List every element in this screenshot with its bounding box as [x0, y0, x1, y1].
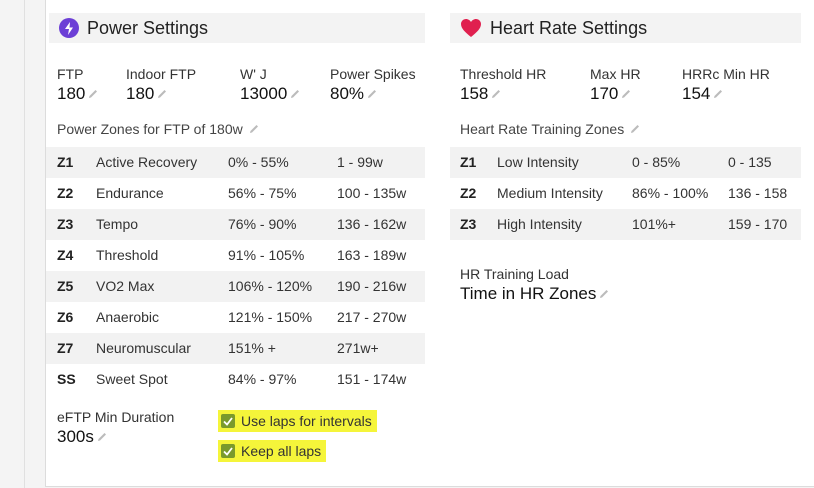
table-row: Z1 Low Intensity 0 - 85% 0 - 135	[450, 147, 801, 178]
heart-rate-zones-table: Z1 Low Intensity 0 - 85% 0 - 135 Z2 Medium I…	[450, 147, 801, 240]
hr-training-load-field[interactable]: HR Training Load Time in HR Zones	[460, 265, 610, 305]
power-settings-title: Power Settings	[87, 17, 209, 38]
settings-card: Power Settings Heart Rate Settings FTP 1…	[45, 0, 814, 487]
ftp-value: 180	[57, 84, 86, 103]
threshold-hr-field[interactable]: Threshold HR 158	[460, 65, 546, 105]
table-row: Z3 Tempo 76% - 90% 136 - 162w	[46, 209, 425, 240]
checkbox-checked-icon[interactable]	[221, 444, 235, 458]
hrrc-min-hr-value: 154	[682, 84, 711, 103]
hr-training-load-label: HR Training Load	[460, 266, 569, 282]
hrrc-min-hr-field[interactable]: HRRc Min HR 154	[682, 65, 770, 105]
w-prime-field[interactable]: W' J 13000	[240, 65, 301, 105]
pencil-icon[interactable]	[156, 88, 168, 100]
indoor-ftp-value: 180	[126, 84, 155, 103]
threshold-hr-value: 158	[460, 84, 489, 103]
table-row: Z6 Anaerobic 121% - 150% 217 - 270w	[57, 309, 407, 325]
checkbox-checked-icon[interactable]	[221, 414, 235, 428]
w-prime-value: 13000	[240, 84, 288, 103]
use-laps-checkbox[interactable]: Use laps for intervals	[218, 410, 377, 432]
max-hr-value: 170	[590, 84, 619, 103]
pencil-icon[interactable]	[96, 431, 108, 443]
hrrc-min-hr-label: HRRc Min HR	[682, 66, 770, 82]
table-row: Z2 Endurance 56% - 75% 100 - 135w	[57, 185, 407, 201]
pencil-icon[interactable]	[248, 123, 260, 135]
table-row: SS Sweet Spot 84% - 97% 151 - 174w	[57, 371, 407, 387]
ftp-label: FTP	[57, 66, 84, 82]
keep-all-laps-label: Keep all laps	[241, 443, 322, 459]
pencil-icon[interactable]	[712, 88, 724, 100]
pencil-icon[interactable]	[366, 88, 378, 100]
eftp-min-duration-label: eFTP Min Duration	[57, 409, 175, 425]
power-zones-title[interactable]: Power Zones for FTP of 180w	[57, 121, 260, 137]
pencil-icon[interactable]	[598, 288, 610, 300]
heart-rate-zones-title[interactable]: Heart Rate Training Zones	[460, 121, 641, 137]
eftp-min-duration-field[interactable]: eFTP Min Duration 300s	[57, 408, 174, 448]
pencil-icon[interactable]	[87, 88, 99, 100]
heart-rate-settings-title: Heart Rate Settings	[490, 17, 648, 38]
table-row: Z1 Active Recovery 0% - 55% 1 - 99w	[46, 147, 425, 178]
hr-training-load-value: Time in HR Zones	[460, 284, 597, 303]
indoor-ftp-field[interactable]: Indoor FTP 180	[126, 65, 196, 105]
power-zones-table: Z1 Active Recovery 0% - 55% 1 - 99w Z2 Endur…	[46, 147, 425, 395]
heart-rate-settings-header: Heart Rate Settings	[450, 13, 801, 43]
indoor-ftp-label: Indoor FTP	[126, 66, 197, 82]
max-hr-label: Max HR	[590, 66, 641, 82]
power-spikes-field[interactable]: Power Spikes 80%	[330, 65, 416, 105]
use-laps-label: Use laps for intervals	[241, 413, 372, 429]
bolt-icon	[59, 18, 79, 38]
w-prime-label: W' J	[240, 66, 267, 82]
power-spikes-value: 80%	[330, 84, 365, 103]
power-spikes-label: Power Spikes	[330, 66, 416, 82]
threshold-hr-label: Threshold HR	[460, 66, 547, 82]
table-row: Z5 VO2 Max 106% - 120% 190 - 216w	[46, 271, 425, 302]
keep-all-laps-checkbox[interactable]: Keep all laps	[218, 440, 327, 462]
ftp-field[interactable]: FTP 180	[57, 65, 99, 105]
pencil-icon[interactable]	[620, 88, 632, 100]
pencil-icon[interactable]	[490, 88, 502, 100]
table-row: Z2 Medium Intensity 86% - 100% 136 - 158	[460, 185, 788, 201]
power-settings-header: Power Settings	[49, 13, 425, 43]
left-panel	[0, 0, 25, 488]
table-row: Z7 Neuromuscular 151% +271w+	[46, 333, 425, 364]
table-row: Z3 High Intensity 101%+ 159 - 170	[450, 209, 801, 240]
pencil-icon[interactable]	[289, 88, 301, 100]
heart-icon	[460, 18, 482, 38]
table-row: Z4 Threshold 91% - 105% 163 - 189w	[57, 247, 407, 263]
eftp-min-duration-value: 300s	[57, 427, 94, 446]
max-hr-field[interactable]: Max HR 170	[590, 65, 641, 105]
pencil-icon[interactable]	[629, 123, 641, 135]
